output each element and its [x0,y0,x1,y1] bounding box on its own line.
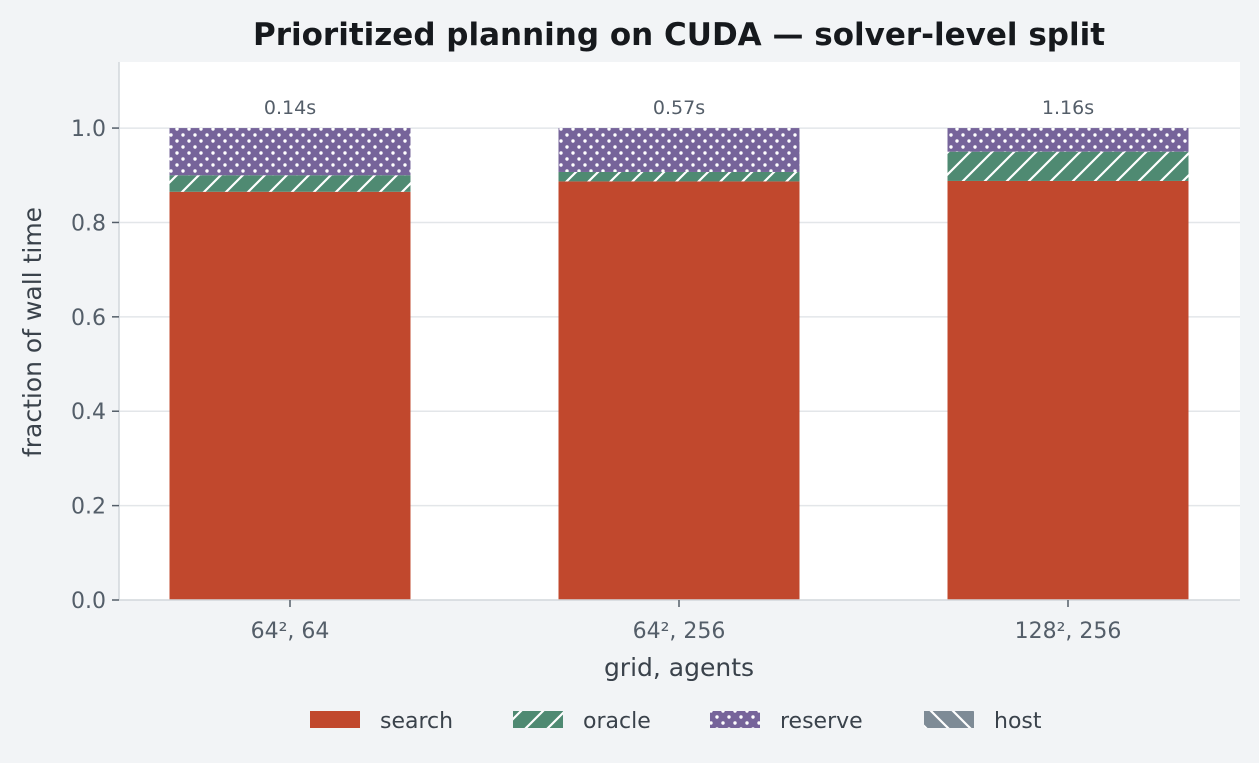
y-tick-label: 0.4 [71,400,106,425]
bar-segment-search [558,181,800,600]
y-tick-label: 0.2 [71,495,106,520]
legend-label-oracle: oracle [583,709,651,734]
bar-segment-oracle [558,171,800,182]
x-tick-label: 128², 256 [1015,619,1122,644]
bar-segment-reserve [947,128,1189,152]
y-ticks: 0.0 0.2 0.4 0.6 0.8 1.0 [71,117,119,614]
x-ticks: 64², 64 64², 256 128², 256 [251,600,1122,644]
legend-label-reserve: reserve [780,709,863,734]
legend-swatch-oracle [513,711,563,728]
bar-segment-search [169,191,411,600]
y-tick-label: 0.8 [71,211,106,236]
bar-segment-oracle [947,151,1189,181]
total-labels: 0.14s 0.57s 1.16s [264,97,1094,119]
bars [169,128,1189,600]
bar-segment-oracle [169,175,411,192]
total-label: 0.57s [653,97,705,119]
x-axis-label: grid, agents [604,653,754,682]
y-tick-label: 0.0 [71,589,106,614]
legend-label-host: host [994,709,1042,734]
y-axis-label: fraction of wall time [18,207,47,457]
legend-swatch-reserve [710,711,760,728]
y-tick-label: 0.6 [71,306,106,331]
bar-segment-reserve [558,128,800,172]
total-label: 0.14s [264,97,316,119]
y-tick-label: 1.0 [71,117,106,142]
legend-swatch-host [924,711,974,728]
bar-segment-search [947,180,1189,600]
x-tick-label: 64², 64 [251,619,330,644]
legend-swatch-search [310,711,360,728]
bar-segment-reserve [169,128,411,176]
legend: search oracle reserve host [310,709,1042,734]
chart-title: Prioritized planning on CUDA — solver-le… [253,17,1105,53]
x-tick-label: 64², 256 [633,619,726,644]
total-label: 1.16s [1042,97,1094,119]
legend-label-search: search [380,709,453,734]
